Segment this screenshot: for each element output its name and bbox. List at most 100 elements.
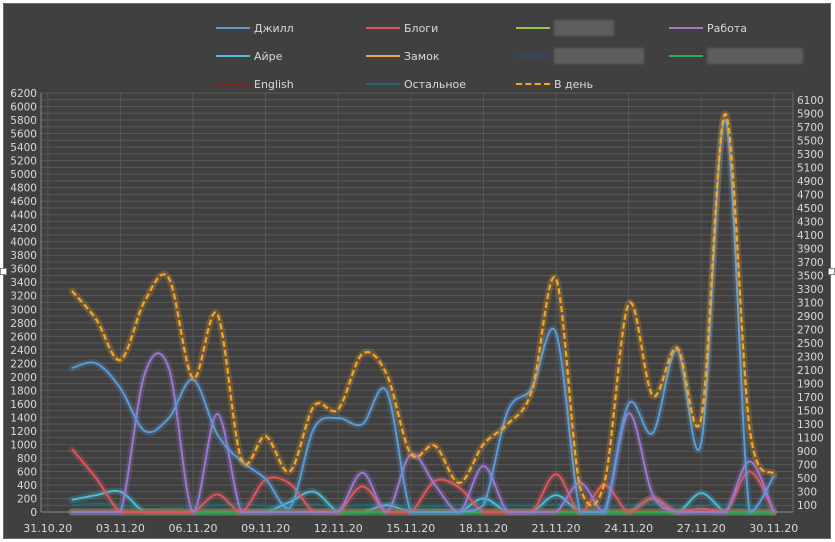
series-3-line: [72, 352, 775, 513]
y-tick-label-right: 100: [797, 500, 817, 512]
y-tick-label: 5400: [10, 142, 37, 154]
legend-swatch: [216, 55, 250, 57]
y-tick-label: 2600: [10, 331, 37, 343]
y-tick-label: 4400: [10, 210, 37, 222]
y-tick-label-right: 3100: [797, 298, 824, 310]
y-tick-label: 1400: [10, 412, 37, 424]
y-tick-label: 0: [30, 507, 37, 519]
y-tick-label-right: 3900: [797, 243, 824, 255]
legend-item[interactable]: В день: [516, 77, 593, 91]
y-tick-label-right: 700: [797, 460, 817, 472]
legend-item[interactable]: [516, 48, 644, 64]
x-tick-label: 30.11.20: [749, 522, 798, 535]
x-tick-label: 24.11.20: [604, 522, 653, 535]
y-tick-label: 5200: [10, 156, 37, 168]
y-tick-label-right: 4900: [797, 176, 824, 188]
y-tick-label-right: 5900: [797, 108, 824, 120]
y-tick-label-right: 2300: [797, 352, 824, 364]
plot-area: 0 100 200 300 400 500 600 700 800 900 1000 1100 1200…: [10, 88, 824, 535]
y-tick-label-right: 3300: [797, 284, 824, 296]
legend-label: Работа: [707, 21, 748, 35]
legend-label: Джилл: [254, 21, 294, 35]
resize-handle-right[interactable]: [828, 268, 835, 275]
y-tick-label: 2200: [10, 358, 37, 370]
y-tick-label-right: 5700: [797, 122, 824, 134]
y-tick-label-right: 1900: [797, 379, 824, 391]
y-tick-label: 2400: [10, 345, 37, 357]
y-tick-label-right: 6100: [797, 95, 824, 107]
y-tick-label: 2000: [10, 372, 37, 384]
legend-swatch: [366, 55, 400, 57]
series-10-line: [71, 112, 775, 507]
y-tick-label-right: 900: [797, 446, 817, 458]
y-tick-label: 800: [17, 453, 37, 465]
y-tick-label-right: 1100: [797, 433, 824, 445]
legend-swatch: [366, 83, 400, 85]
x-tick-label: 21.11.20: [532, 522, 581, 535]
y-tick-label: 1600: [10, 399, 37, 411]
resize-handle-left[interactable]: [0, 268, 7, 275]
y-tick-label: 200: [17, 493, 37, 505]
y-tick-label-right: 4300: [797, 216, 824, 228]
legend-label: Блоги: [404, 21, 439, 35]
legend-item[interactable]: [516, 20, 614, 36]
legend-label: Айре: [254, 49, 283, 63]
legend-label: В день: [554, 77, 594, 91]
legend-swatch: [669, 55, 703, 57]
y-tick-label-right: 2900: [797, 311, 824, 323]
y-tick-label-right: 1700: [797, 392, 824, 404]
y-tick-label: 3000: [10, 304, 37, 316]
legend-swatch: [516, 27, 550, 29]
y-tick-label: 3400: [10, 277, 37, 289]
legend-swatch: [516, 83, 550, 85]
y-tick-label-right: 3700: [797, 257, 824, 269]
legend-item[interactable]: [669, 48, 803, 64]
series-0-line: [71, 118, 775, 513]
x-tick-label: 03.11.20: [96, 522, 145, 535]
y-tick-label-right: 500: [797, 473, 817, 485]
legend-swatch: [366, 27, 400, 29]
legend-swatch: [669, 27, 703, 29]
x-tick-label: 27.11.20: [677, 522, 726, 535]
chart-area[interactable]: Джилл Блоги Работа Айре Замок English Остально…: [3, 3, 831, 539]
y-tick-label-right: 4500: [797, 203, 824, 215]
legend-label-redacted: [554, 20, 614, 36]
legend-item[interactable]: Замок: [366, 49, 439, 63]
y-tick-label-right: 5300: [797, 149, 824, 161]
y-tick-label: 1800: [10, 385, 37, 397]
legend-swatch: [516, 55, 550, 57]
legend-item[interactable]: Работа: [669, 21, 747, 35]
y-tick-label-right: 4700: [797, 189, 824, 201]
legend-item[interactable]: Джилл: [216, 21, 294, 35]
y-tick-label-right: 5500: [797, 135, 824, 147]
legend-label-redacted: [554, 48, 644, 64]
legend-label-redacted: [707, 48, 803, 64]
legend-item[interactable]: Остальное: [366, 77, 466, 91]
legend-item[interactable]: Айре: [216, 49, 282, 63]
y-tick-label: 4000: [10, 237, 37, 249]
y-tick-label: 2800: [10, 318, 37, 330]
y-tick-label: 4600: [10, 196, 37, 208]
legend-item[interactable]: English: [216, 77, 294, 91]
y-tick-label: 6000: [10, 102, 37, 114]
y-tick-label: 5600: [10, 129, 37, 141]
y-tick-label: 5800: [10, 115, 37, 127]
legend-label: Остальное: [404, 77, 467, 91]
y-tick-label: 3600: [10, 264, 37, 276]
x-tick-label: 18.11.20: [459, 522, 508, 535]
y-tick-label: 4200: [10, 223, 37, 235]
y-tick-label: 400: [17, 480, 37, 492]
y-tick-label-right: 300: [797, 487, 817, 499]
y-tick-label: 5000: [10, 169, 37, 181]
legend-item[interactable]: Блоги: [366, 21, 438, 35]
y-tick-label-right: 2500: [797, 338, 824, 350]
y-tick-label: 600: [17, 466, 37, 478]
x-tick-label: 12.11.20: [314, 522, 363, 535]
x-tick-label: 06.11.20: [169, 522, 218, 535]
y-tick-label-right: 2100: [797, 365, 824, 377]
legend-label: Замок: [404, 49, 440, 63]
legend-label: English: [254, 77, 294, 91]
y-tick-label: 4800: [10, 183, 37, 195]
y-tick-label: 1200: [10, 426, 37, 438]
legend-swatch: [216, 27, 250, 29]
